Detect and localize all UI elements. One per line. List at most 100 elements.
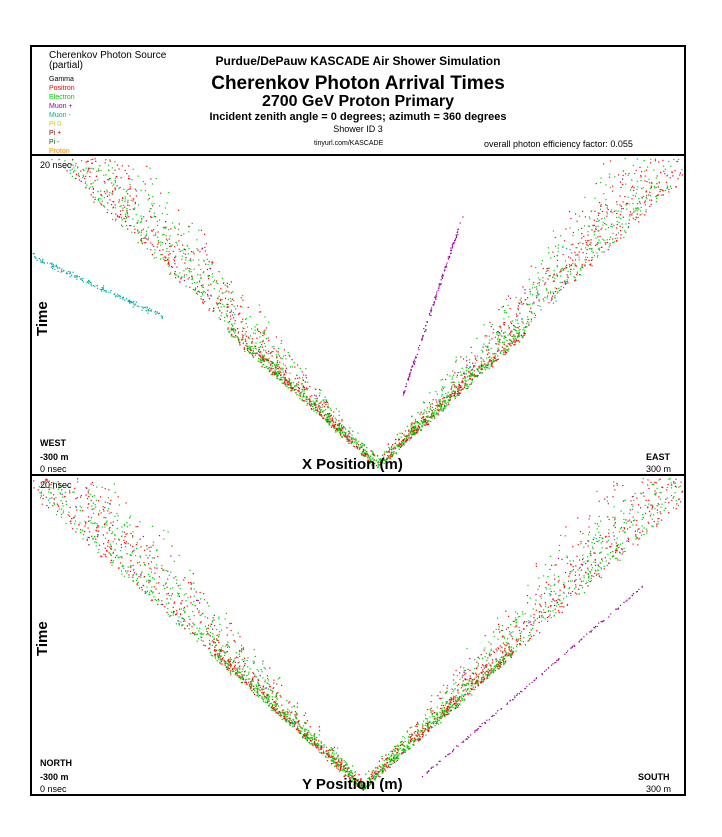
- photon-point: [151, 244, 153, 246]
- photon-point: [426, 422, 428, 424]
- photon-point: [427, 415, 429, 417]
- photon-point: [239, 655, 241, 657]
- photon-point: [514, 328, 516, 330]
- photon-point: [490, 363, 493, 365]
- photon-point: [455, 356, 457, 358]
- photon-point: [395, 745, 397, 747]
- photon-point: [262, 335, 264, 337]
- photon-point: [452, 395, 454, 397]
- photon-point: [459, 678, 461, 680]
- photon-point: [184, 249, 187, 251]
- photon-point: [339, 428, 341, 430]
- photon-point: [647, 166, 649, 168]
- photon-point: [337, 761, 339, 763]
- photon-point: [58, 505, 60, 507]
- photon-point: [608, 246, 610, 248]
- photon-point: [262, 355, 264, 357]
- photon-point: [61, 489, 63, 491]
- photon-point: [259, 689, 261, 691]
- photon-point: [324, 413, 326, 415]
- photon-point: [230, 300, 232, 302]
- photon-point: [173, 602, 175, 604]
- photon-point: [487, 673, 489, 675]
- photon-point: [200, 277, 202, 279]
- photon-point: [319, 411, 321, 413]
- photon-point: [555, 612, 557, 614]
- photon-point: [527, 584, 529, 587]
- photon-point: [441, 277, 444, 279]
- photon-point: [416, 723, 418, 726]
- photon-point: [531, 287, 534, 289]
- photon-point: [196, 239, 198, 241]
- photon-point: [305, 368, 307, 370]
- photon-point: [204, 616, 206, 618]
- photon-point: [437, 414, 439, 416]
- photon-point: [126, 522, 128, 524]
- photon-point: [190, 271, 192, 273]
- photon-point: [362, 443, 364, 445]
- photon-point: [94, 158, 96, 160]
- photon-point: [173, 610, 175, 612]
- photon-point: [126, 209, 128, 211]
- photon-point: [450, 388, 452, 390]
- photon-point: [141, 586, 143, 589]
- photon-point: [305, 398, 307, 400]
- photon-point: [372, 463, 374, 465]
- photon-point: [442, 273, 444, 275]
- photon-point: [404, 737, 406, 739]
- photon-point: [544, 296, 546, 298]
- photon-point: [519, 643, 521, 645]
- photon-point: [429, 716, 431, 718]
- photon-point: [189, 624, 191, 626]
- photon-point: [106, 520, 108, 522]
- photon-point: [578, 215, 581, 217]
- photon-point: [137, 242, 139, 244]
- photon-point: [285, 720, 288, 722]
- photon-point: [117, 515, 119, 517]
- photon-point: [277, 351, 279, 353]
- photon-point: [383, 759, 385, 761]
- photon-point: [537, 290, 539, 292]
- photon-point: [48, 487, 50, 489]
- photon-point: [153, 216, 155, 218]
- photon-point: [616, 237, 618, 239]
- photon-point: [464, 376, 466, 378]
- photon-point: [485, 664, 487, 666]
- photon-point: [104, 206, 106, 208]
- photon-point: [107, 545, 109, 547]
- photon-point: [285, 379, 287, 381]
- photon-point: [530, 629, 532, 631]
- photon-point: [558, 290, 561, 292]
- photon-point: [119, 186, 121, 188]
- photon-point: [95, 541, 97, 543]
- photon-point: [515, 313, 518, 315]
- photon-point: [211, 621, 214, 623]
- photon-point: [110, 547, 112, 549]
- photon-point: [338, 410, 340, 412]
- photon-point: [562, 253, 564, 256]
- photon-point: [318, 740, 320, 742]
- photon-point: [284, 378, 286, 380]
- photon-point: [343, 426, 345, 428]
- photon-point: [259, 311, 261, 313]
- photon-point: [436, 293, 438, 295]
- photon-point: [123, 188, 125, 190]
- photon-point: [176, 274, 178, 276]
- photon-point: [127, 566, 129, 568]
- photon-point: [310, 743, 312, 745]
- photon-point: [124, 206, 126, 208]
- photon-point: [513, 334, 515, 336]
- photon-point: [61, 485, 63, 487]
- photon-point: [132, 200, 134, 202]
- photon-point: [410, 437, 412, 439]
- photon-point: [165, 582, 167, 584]
- photon-point: [226, 282, 228, 284]
- photon-point: [520, 301, 522, 304]
- photon-point: [335, 408, 337, 410]
- photon-point: [650, 203, 652, 206]
- photon-point: [207, 276, 209, 278]
- photon-point: [545, 270, 547, 272]
- photon-point: [154, 249, 156, 251]
- photon-point: [512, 647, 515, 649]
- photon-point: [268, 357, 270, 360]
